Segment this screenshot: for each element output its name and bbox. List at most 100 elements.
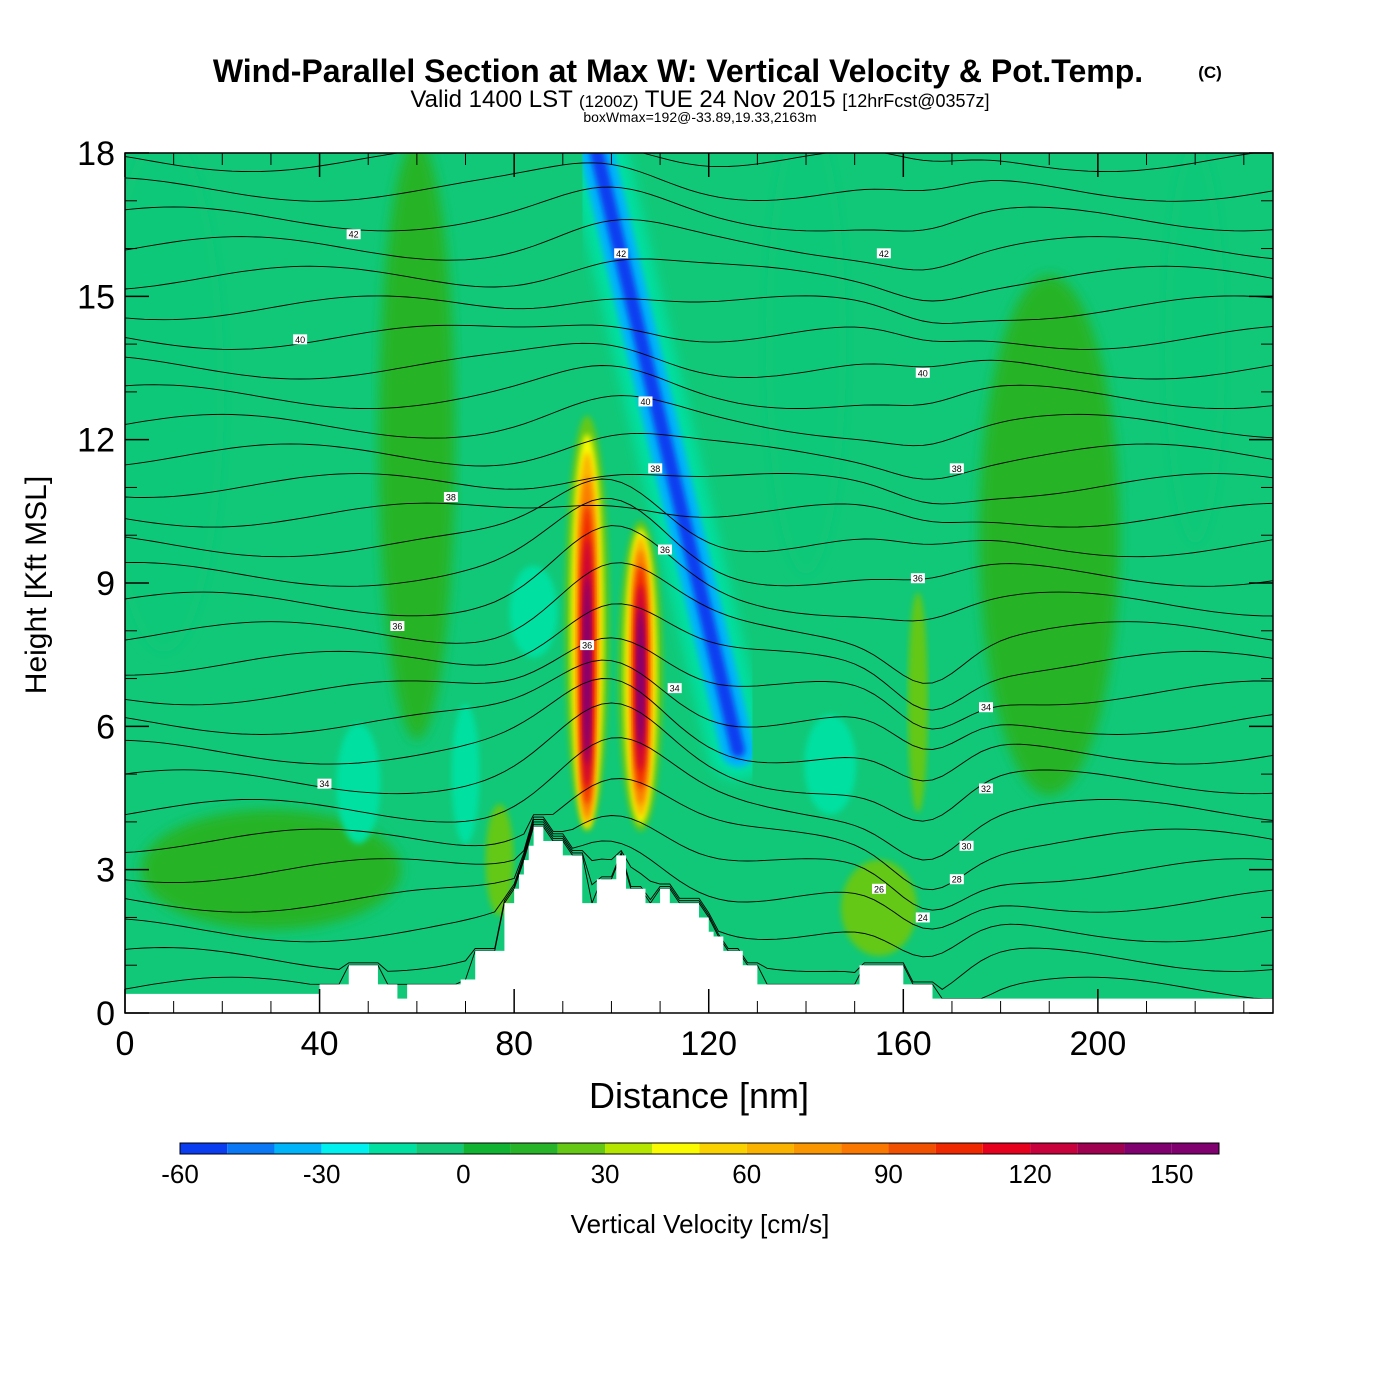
theta-label-18: 30 [959,840,974,851]
theta-label-text: 42 [349,230,359,240]
y-tick-label: 15 [77,278,115,316]
colorbar-segment [1124,1143,1172,1154]
field-patch-green-wave [907,592,928,813]
theta-label-7: 38 [443,492,458,503]
colorbar-segment [605,1143,653,1154]
theta-contour-29 [125,153,1258,173]
theta-label-text: 40 [918,368,928,378]
colorbar-segment [321,1143,369,1154]
colorbar-segment [180,1143,228,1154]
theta-label-19: 28 [949,874,964,885]
box-wmax-info: boxWmax=192@-33.89,19.33,2163m [583,109,816,125]
colorbar-tick-label: -30 [303,1159,341,1189]
theta-contour-20 [125,395,1273,447]
x-tick-label: 120 [680,1025,737,1063]
theta-contours [125,129,1273,1000]
theta-label-box [390,621,405,631]
theta-label-text: 36 [392,622,402,632]
colorbar-segment [510,1143,558,1154]
theta-label-11: 36 [657,544,672,555]
colorbar-tick-label: 60 [732,1159,761,1189]
y-axis-label: Height [Kft MSL] [20,476,53,694]
colorbar-segment [841,1143,889,1154]
x-tick-label: 0 [116,1025,135,1063]
updraft-2-level-7 [636,608,645,749]
theta-contour-12 [125,603,1273,711]
colorbar-segment [746,1143,794,1154]
theta-label-box [657,544,672,555]
y-tick-label: 0 [96,995,115,1033]
colorbar-segment [699,1143,747,1154]
colorbar-frame [179,1142,1220,1155]
y-tick-label: 9 [96,565,115,603]
colorbar-segment [368,1143,417,1154]
theta-label-box [443,492,458,502]
theta-label-text: 36 [582,641,592,651]
theta-label-4: 40 [293,334,308,345]
theta-label-16: 34 [979,702,993,713]
field-patch-green-lee [840,859,917,956]
colorbar-segment [463,1143,511,1154]
colorbar-segment [274,1143,322,1154]
theta-contour-2 [125,823,1273,990]
colorbar-segment [982,1143,1031,1154]
theta-contour-7 [125,737,1273,861]
y-tick-label: 12 [77,422,115,460]
theta-contour-3 [125,821,1273,958]
x-tick-label: 80 [495,1025,533,1063]
terrain-profile [125,826,1273,1013]
theta-label-8: 38 [648,463,663,474]
colorbar-segment [416,1143,464,1154]
subtitle-date: TUE 24 Nov 2015 [645,86,836,113]
theta-label-text: 38 [446,493,456,503]
theta-contour-26 [125,219,1273,271]
theta-contour-1 [125,826,1273,1000]
theta-label-2: 42 [614,248,629,259]
x-tick-label: 40 [301,1025,339,1063]
theta-label-text: 40 [295,335,305,345]
field-patch-cyan-right [804,714,857,815]
theta-label-box [293,334,308,345]
theta-contour-30 [125,129,1273,143]
theta-label-text: 30 [962,841,972,851]
colorbar-segment [1171,1143,1219,1154]
y-tick-label: 18 [77,135,115,173]
theta-contour-24 [125,295,1273,324]
field-patch-neutral-right [1165,153,1226,545]
colorbar-segment [888,1143,936,1154]
theta-label-box [915,367,930,378]
theta-contour-22 [125,342,1273,380]
colorbar-segment [935,1143,983,1154]
theta-label-text: 40 [640,397,650,407]
theta-contour-15 [125,498,1273,587]
y-tick-label: 3 [96,852,115,890]
theta-contour-labels: 42 42 42 40 40 40 38 38 38 36 36 36 36 34 34 34 32 30 28 26… [293,229,993,923]
chart-subtitle: Valid 1400 LST (1200Z) TUE 24 Nov 2015 [… [410,86,989,113]
theta-contour-10 [125,659,1273,750]
subtitle-forecast: [12hrFcst@0357z] [842,91,989,111]
theta-label-box [949,874,964,885]
colorbar-segment [1030,1143,1078,1154]
theta-contour-4 [125,819,1273,930]
theta-label-1: 42 [346,229,361,240]
theta-label-box [959,840,974,851]
theta-label-box [979,783,993,794]
theta-label-box [979,702,993,713]
subtitle-utc: (1200Z) [579,92,639,111]
colorbar-tick-label: 30 [591,1159,620,1189]
theta-label-13: 36 [580,640,595,651]
theta-label-15: 34 [667,683,682,694]
theta-contour-19 [125,432,1273,480]
theta-label-3: 42 [876,248,891,259]
theta-label-box [580,640,595,651]
theta-contour-8 [125,702,1273,822]
colorbar-tick-label: 120 [1008,1159,1051,1189]
colorbar-segment [227,1143,275,1154]
field-patch-cyan-left-2 [451,704,480,845]
colorbar-segment [652,1143,700,1154]
colorbar-tick-label: -60 [161,1159,199,1189]
theta-contour-6 [125,778,1273,891]
colorbar-label: Vertical Velocity [cm/s] [571,1209,830,1239]
theta-label-14: 34 [317,778,332,789]
subtitle-valid: Valid 1400 LST [410,86,573,113]
